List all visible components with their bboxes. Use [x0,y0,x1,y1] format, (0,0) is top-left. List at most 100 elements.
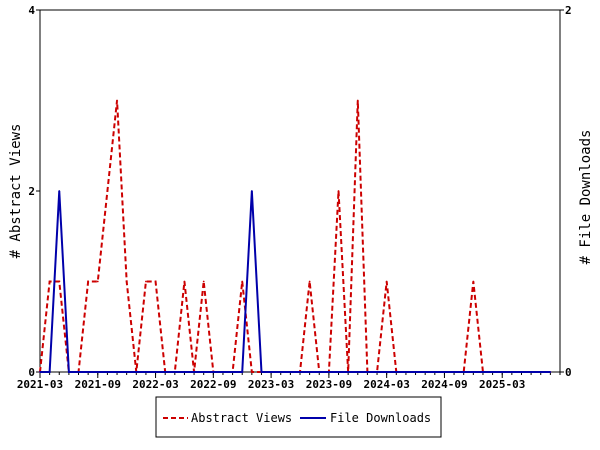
series-point-file-downloads [376,371,378,373]
series-point-file-downloads [356,371,359,373]
series-point-abstract-views [241,280,244,283]
series-layer [39,99,552,373]
series-point-file-downloads [231,371,234,373]
series-point-file-downloads [183,371,186,373]
series-point-file-downloads [125,371,128,373]
series-point-file-downloads [530,371,533,373]
series-point-file-downloads [67,371,70,373]
series-point-file-downloads [549,371,552,373]
series-point-abstract-views [116,99,118,102]
series-point-file-downloads [96,371,99,373]
series-point-abstract-views [145,280,147,283]
series-point-file-downloads [347,371,350,373]
series-point-file-downloads [193,371,195,373]
left-tick-label: 0 [28,366,35,379]
x-major-ticks: 2021-03 2021-09 2022-03 2022-09 2023-03 2023-… [17,372,525,391]
series-line-file-downloads [40,190,551,373]
x-tick-label: 2022-03 [132,378,178,391]
x-tick-label: 2022-09 [190,378,236,391]
series-point-file-downloads [279,371,282,373]
series-point-abstract-views [337,190,340,192]
series-point-abstract-views [106,190,109,192]
series-point-abstract-views [250,371,253,373]
series-point-file-downloads [135,371,138,373]
series-point-file-downloads [405,371,407,373]
series-point-file-downloads [501,371,504,373]
series-point-abstract-views [308,280,311,283]
series-point-abstract-views [125,280,128,283]
series-point-file-downloads [520,371,523,373]
series-point-file-downloads [222,371,224,373]
series-point-file-downloads [385,371,388,373]
series-point-file-downloads [462,371,465,373]
series-point-file-downloads [299,371,301,373]
left-tick-label: 2 [28,185,35,198]
series-point-file-downloads [491,371,494,373]
legend: Abstract Views File Downloads [155,396,442,438]
x-tick-label: 2021-03 [17,378,63,391]
y-axis-left-title: # Abstract Views [8,124,24,259]
right-axis-ticks: 02 [560,4,572,379]
x-tick-label: 2021-09 [75,378,121,391]
series-point-abstract-views [154,280,157,283]
x-tick-label: 2023-09 [306,378,352,391]
series-point-file-downloads [202,371,205,373]
series-point-file-downloads [48,371,51,373]
series-point-file-downloads [260,371,263,373]
series-point-abstract-views [96,280,99,283]
legend-label-abstract-views: Abstract Views [191,411,292,425]
series-point-file-downloads [510,371,513,373]
series-point-abstract-views [202,280,205,283]
series-point-file-downloads [58,190,61,192]
series-point-file-downloads [472,371,475,373]
series-point-file-downloads [453,371,455,373]
series-point-file-downloads [212,371,215,373]
x-tick-label: 2023-03 [248,378,294,391]
x-tick-label: 2025-03 [479,378,525,391]
series-point-file-downloads [433,371,436,373]
series-point-file-downloads [250,190,253,192]
plot-area: 024 02 2021-03 2021-09 2022-03 2022-09 2023-… [17,4,572,391]
series-point-file-downloads [539,371,542,373]
y-axis-right-title: # File Downloads [578,130,594,265]
series-point-file-downloads [116,371,118,373]
series-point-file-downloads [289,371,292,373]
series-point-file-downloads [241,371,244,373]
series-point-file-downloads [145,371,147,373]
series-point-file-downloads [87,371,90,373]
series-point-file-downloads [337,371,340,373]
x-tick-label: 2024-09 [421,378,467,391]
series-point-file-downloads [366,371,369,373]
series-point-file-downloads [414,371,417,373]
series-point-file-downloads [443,371,446,373]
series-point-file-downloads [154,371,157,373]
series-point-file-downloads [77,371,80,373]
series-point-abstract-views [385,280,388,283]
left-axis-ticks: 0 2 4 [28,4,40,379]
right-tick-label: 0 [565,366,572,379]
series-point-file-downloads [318,371,321,373]
series-point-file-downloads [424,371,427,373]
left-tick-label: 4 [28,4,35,17]
series-point-abstract-views [472,280,475,283]
series-point-file-downloads [270,371,273,373]
series-point-file-downloads [164,371,167,373]
legend-label-file-downloads: File Downloads [330,411,431,425]
series-point-file-downloads [395,371,398,373]
right-tick-label: 2 [565,4,572,17]
legend-box [155,396,442,438]
series-point-abstract-views [356,99,359,102]
series-point-file-downloads [327,371,330,373]
series-point-file-downloads [308,371,311,373]
series-point-abstract-views [58,280,61,283]
series-point-file-downloads [482,371,484,373]
x-tick-label: 2024-03 [363,378,409,391]
plot-frame [39,9,561,373]
series-point-abstract-views [48,280,51,283]
series-point-abstract-views [87,280,90,283]
series-line-abstract-views [39,100,551,373]
series-point-file-downloads [39,371,41,373]
series-point-file-downloads [173,371,176,373]
series-point-abstract-views [183,280,186,283]
